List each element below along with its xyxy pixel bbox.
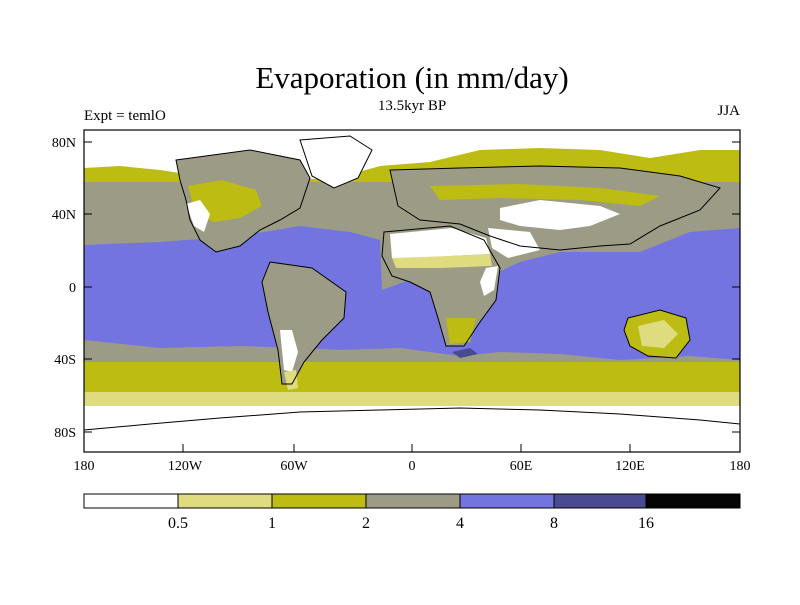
lon-label: 60E	[510, 459, 533, 474]
evaporation-field	[84, 130, 740, 452]
coast-antarctica	[84, 407, 740, 431]
colorbar-label: 16	[638, 515, 654, 532]
greenland-field	[300, 136, 372, 188]
colorbar-label: 2	[362, 515, 370, 532]
australia-arid	[638, 320, 678, 348]
season-label: JJA	[717, 103, 740, 119]
coast-south-america	[261, 261, 347, 385]
patagonia-yellow	[284, 370, 298, 390]
sahara-arid	[390, 228, 490, 260]
lon-label: 120W	[168, 459, 203, 474]
lon-label: 60W	[280, 459, 308, 474]
southern-africa-yellow	[446, 318, 476, 344]
lon-label: 180	[730, 459, 751, 474]
coast-africa	[381, 225, 501, 347]
coast-north-america	[175, 149, 311, 253]
colorbar-swatch	[365, 493, 461, 509]
lat-label: 0	[69, 281, 76, 296]
lon-label: 120E	[615, 459, 645, 474]
colorbar-label: 8	[550, 515, 558, 532]
lon-ticks	[83, 444, 741, 452]
south-america-arid	[280, 330, 298, 372]
lon-label: 180	[74, 459, 95, 474]
colorbar-label: 1	[268, 515, 276, 532]
evap-16-patch	[452, 348, 478, 358]
colorbar-swatch	[83, 493, 179, 509]
colorbar-swatch	[271, 493, 367, 509]
map-title: Evaporation (in mm/day)	[255, 60, 568, 95]
colorbar-swatch	[553, 493, 647, 509]
experiment-label: Expt = temlO	[84, 108, 166, 124]
sahel-yellow	[392, 254, 492, 268]
colorbar-label: 0.5	[168, 515, 188, 532]
central-asia-arid	[500, 200, 620, 230]
tropical-ocean-band	[84, 226, 740, 360]
horn-arid	[480, 266, 498, 296]
lat-ticks	[84, 141, 740, 433]
latitude-axis: 80N 40N 0 40S 80S	[52, 136, 740, 441]
colorbar-swatch	[459, 493, 555, 509]
lat-label: 80N	[52, 136, 76, 151]
arabia-arid	[488, 228, 540, 258]
longitude-axis: 180 120W 60W 0 60E 120E 180	[74, 444, 751, 474]
lat-label: 40N	[52, 208, 76, 223]
colorbar: 0.5 1 2 4 8 16	[83, 493, 741, 532]
lon-label: 0	[409, 459, 416, 474]
eurasia-yellow-belt	[430, 184, 660, 206]
southern-ocean-band-1	[84, 392, 740, 408]
lat-label: 80S	[54, 426, 76, 441]
colorbar-swatch	[645, 493, 741, 509]
colorbar-swatch	[177, 493, 273, 509]
colorbar-label: 4	[456, 515, 464, 532]
southern-ocean-band-2	[84, 362, 740, 392]
coast-eurasia	[389, 165, 721, 251]
coastlines	[84, 135, 740, 431]
north-america-arid	[186, 200, 210, 232]
coast-australia	[623, 309, 691, 359]
coast-greenland	[299, 135, 373, 189]
map-subtitle: 13.5kyr BP	[378, 98, 446, 114]
lat-label: 40S	[54, 353, 76, 368]
